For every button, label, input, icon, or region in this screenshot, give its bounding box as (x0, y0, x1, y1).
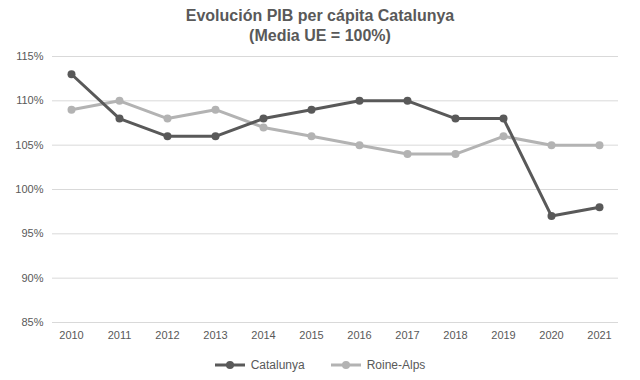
html-text:(Media UE = 100%): (Media UE = 100%) (249, 27, 391, 44)
svg-text:2020: 2020 (539, 329, 563, 341)
svg-text:2021: 2021 (587, 329, 611, 341)
svg-text:85%: 85% (21, 316, 43, 328)
svg-text:2018: 2018 (443, 329, 467, 341)
svg-text:2010: 2010 (59, 329, 83, 341)
svg-text:2011: 2011 (108, 329, 132, 341)
svg-text:2014: 2014 (251, 329, 275, 341)
svg-text:100%: 100% (15, 183, 43, 195)
svg-text:115%: 115% (16, 50, 44, 62)
svg-text:95%: 95% (21, 227, 43, 239)
svg-text:2015: 2015 (299, 329, 323, 341)
html-text:Evolución PIB per cápita Catal: Evolución PIB per cápita Catalunya (185, 7, 455, 24)
svg-text:2017: 2017 (395, 329, 419, 341)
svg-text:110%: 110% (16, 94, 44, 106)
svg-text:2012: 2012 (155, 329, 179, 341)
html-text:Catalunya: Catalunya (250, 358, 305, 372)
html-text:Roine-Alps: Roine-Alps (366, 358, 426, 372)
svg-text:2019: 2019 (491, 329, 515, 341)
svg-text:90%: 90% (21, 272, 43, 284)
svg-text:2016: 2016 (347, 329, 371, 341)
svg-text:105%: 105% (15, 139, 43, 151)
svg-text:2013: 2013 (203, 329, 227, 341)
